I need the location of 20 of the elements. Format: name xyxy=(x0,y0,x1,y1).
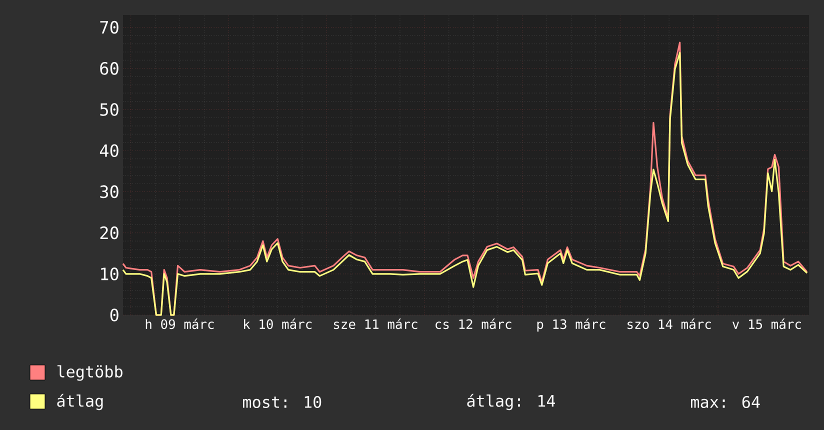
legend-label: legtöbb xyxy=(57,365,122,381)
y-tick-label: 50 xyxy=(100,103,118,116)
text: átlag: 14 xyxy=(467,394,555,410)
text: max: 64 xyxy=(691,396,760,408)
y-tick-label: 60 xyxy=(100,62,118,75)
y-tick-label: 70 xyxy=(100,20,118,34)
x-tick-label: p 13 márc xyxy=(537,318,606,332)
x-tick-label: h 09 márc xyxy=(146,318,214,330)
x-tick-label: cs 12 márc xyxy=(436,318,512,330)
x-tick-label: szo 14 márc xyxy=(628,318,711,330)
y-tick-label: 0 xyxy=(110,308,118,322)
text: most: 10 xyxy=(243,396,322,408)
y-tick-label: 40 xyxy=(100,144,118,158)
x-tick-label: sze 11 márc xyxy=(334,318,418,330)
x-tick-label: v 15 márc xyxy=(732,318,801,330)
y-tick-label: 10 xyxy=(101,267,118,280)
x-tick-label: k 10 márc xyxy=(244,318,312,330)
legend-label: átlag xyxy=(57,394,103,410)
y-tick-label: 30 xyxy=(100,185,118,198)
y-tick-label: 20 xyxy=(100,226,118,240)
